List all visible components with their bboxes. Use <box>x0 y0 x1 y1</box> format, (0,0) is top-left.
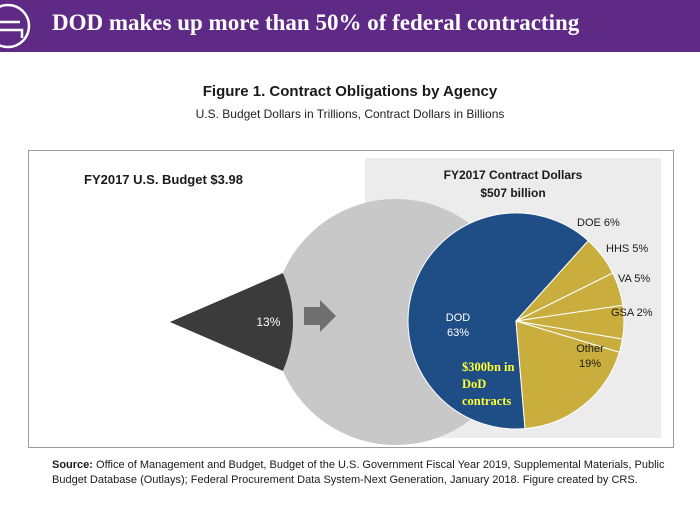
contract-label-va: VA 5% <box>618 273 650 285</box>
contract-pie: DOD 63% Other 19% DOE 6% HHS 5% VA 5% GSA 2% $30… <box>407 212 653 430</box>
source-text: Office of Management and Budget, Budget … <box>52 459 665 486</box>
contract-label-hhs: HHS 5% <box>606 243 648 255</box>
source-note: Source: Office of Management and Budget,… <box>52 458 677 488</box>
budget-chart-title: FY2017 U.S. Budget $3.98 <box>84 172 243 187</box>
contract-slice-doe <box>515 240 614 322</box>
banner-title: DOD makes up more than 50% of federal co… <box>52 10 580 35</box>
logo-icon <box>0 3 31 49</box>
budget-slice-13pct <box>170 273 293 371</box>
figure-subtitle: U.S. Budget Dollars in Trillions, Contra… <box>195 107 505 121</box>
title-banner: DOD makes up more than 50% of federal co… <box>0 0 700 52</box>
dod-annotation-line: $300bn in <box>462 360 515 374</box>
budget-slice-label: 13% <box>256 315 280 329</box>
contract-chart-title: FY2017 Contract Dollars <box>443 168 583 182</box>
contract-label-other: Other <box>576 343 604 355</box>
contract-label-doe: DOE 6% <box>577 217 620 229</box>
contract-chart-subtitle: $507 billion <box>480 186 546 200</box>
contract-label-gsa: GSA 2% <box>611 307 653 319</box>
contract-pct-other: 19% <box>579 358 601 370</box>
dod-annotation-line: contracts <box>462 394 511 408</box>
contract-label-dod: DOD <box>446 312 471 324</box>
dod-annotation-line: DoD <box>462 377 486 391</box>
contract-slice-other <box>515 320 621 430</box>
contract-pct-dod: 63% <box>447 327 469 339</box>
contract-slice-dod <box>407 212 589 430</box>
arrow-icon <box>304 300 336 332</box>
source-lead: Source: <box>52 459 93 471</box>
figure-title: Figure 1. Contract Obligations by Agency <box>202 83 498 100</box>
